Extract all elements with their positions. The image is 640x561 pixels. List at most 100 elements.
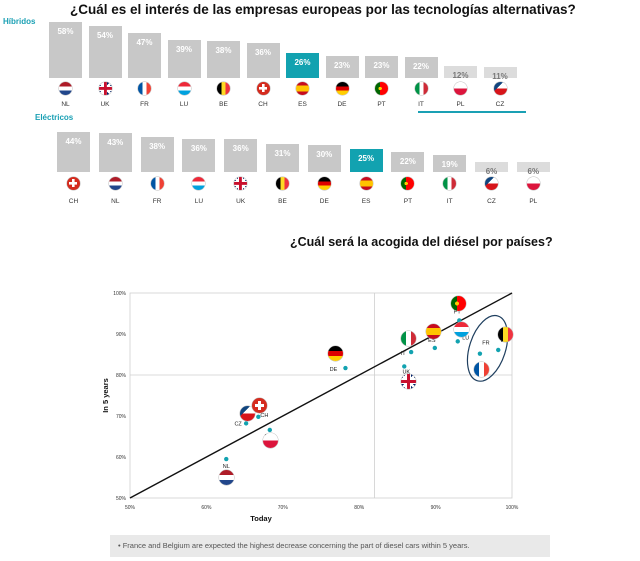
x-axis-label: Today (250, 514, 272, 523)
point-es (432, 345, 438, 351)
hybrid-bar-ch: 36% (246, 43, 280, 78)
flag-pl-icon (454, 82, 467, 95)
point-it (408, 349, 414, 355)
electric-bar-lu: 36% (182, 139, 216, 172)
point-label-nl: NL (223, 464, 230, 470)
hybrid-label-nl: NL (61, 101, 70, 108)
y-axis-label: In 5 years (101, 378, 110, 413)
electric-bar-nl: 43% (98, 132, 132, 172)
flag-pt-icon (375, 82, 388, 95)
flag-uk-icon (400, 373, 416, 389)
electric-label-lu: LU (194, 198, 204, 205)
flag-fr-icon (474, 362, 490, 378)
hybrid-label-es: ES (298, 101, 307, 108)
hybrid-label-it: IT (418, 101, 424, 108)
electric-label-pt: PT (403, 198, 413, 205)
electric-bar-de: 30% (307, 144, 341, 172)
flag-es-icon (426, 324, 442, 340)
x-tick-label: 90% (431, 505, 442, 511)
electric-bar-ch: 44% (57, 131, 90, 172)
top-title: ¿Cuál es el interés de las empresas euro… (70, 2, 576, 17)
point-uk (402, 364, 407, 369)
hybrid-label-de: DE (337, 101, 347, 108)
hybrid-label-be: BE (219, 101, 228, 108)
hybrid-label-cz: CZ (495, 101, 505, 108)
x-tick-label: 60% (201, 505, 212, 511)
point-ch (256, 414, 261, 420)
hybrid-label-pt: PT (377, 101, 386, 108)
electric-bar-pt: 22% (391, 151, 425, 172)
point-nl (224, 456, 229, 462)
flag-it-icon (443, 177, 457, 190)
flag-uk-icon (234, 177, 248, 190)
hybrid-bar-cz: 11% (483, 67, 517, 81)
point-be (496, 347, 501, 353)
flag-cz-icon (493, 82, 507, 95)
hybrid-label-uk: UK (100, 101, 110, 108)
point-fr (477, 351, 483, 356)
flag-pt-icon (401, 177, 415, 190)
hybrid-label-lu: LU (179, 101, 189, 108)
point-cz (243, 421, 249, 426)
flag-de-icon (335, 82, 349, 95)
y-tick-label: 80% (116, 373, 127, 379)
y-tick-label: 70% (116, 414, 127, 420)
hybrid-bar-pt: 23% (365, 55, 398, 78)
point-pl (267, 427, 273, 433)
flag-pl-icon (263, 433, 279, 449)
electric-label-pl: PL (529, 198, 538, 205)
flag-cz-icon (239, 405, 255, 421)
flag-es-icon (296, 82, 309, 95)
y-tick-label: 50% (116, 496, 127, 502)
point-label-cz: CZ (234, 421, 242, 427)
electric-bar-cz: 6% (475, 162, 508, 176)
point-label-ch: CH (260, 413, 268, 419)
flag-lu-icon (192, 177, 206, 190)
flag-fr-icon (138, 82, 151, 95)
fr-be-highlight-ellipse (466, 314, 509, 382)
diagonal-line (129, 292, 513, 499)
hybrid-bar-be: 38% (207, 41, 240, 78)
hybrid-bar-nl: 58% (49, 21, 82, 78)
y-tick-label: 60% (116, 455, 127, 461)
hybrid-bar-lu: 39% (167, 40, 201, 78)
hybrid-bar-de: 23% (325, 55, 359, 78)
flag-ch-icon (67, 177, 80, 190)
point-label-uk: UK (402, 369, 410, 375)
footnote: • France and Belgium are expected the hi… (110, 535, 550, 557)
hybrid-bar-es: 26% (286, 52, 319, 78)
x-tick-label: 80% (354, 505, 365, 511)
flag-de-icon (317, 177, 331, 190)
point-label-it: IT (401, 351, 407, 357)
electric-bar-uk: 36% (224, 139, 258, 172)
electric-label-uk: UK (236, 198, 246, 205)
x-tick-label: 100% (506, 505, 519, 511)
electric-label-ch: CH (68, 198, 79, 205)
point-label-lu: LU (462, 335, 469, 341)
flag-lu-icon (454, 321, 470, 337)
point-de (343, 365, 348, 371)
flag-cz-icon (485, 177, 498, 190)
electric-bar-fr: 38% (140, 137, 174, 172)
flag-uk-icon (98, 82, 112, 95)
flag-nl-icon (108, 177, 122, 190)
flag-pt-icon (450, 295, 466, 311)
flag-it-icon (400, 330, 416, 346)
electric-label-nl: NL (111, 198, 120, 205)
hybrid-low-group-underline (418, 111, 526, 113)
electric-section-label: Eléctricos (35, 113, 74, 122)
flag-be-icon (497, 327, 513, 343)
point-lu (455, 339, 460, 344)
point-label-es: ES (428, 338, 436, 344)
electric-label-it: IT (446, 198, 453, 205)
hybrid-bar-fr: 47% (128, 32, 161, 78)
flag-nl-icon (59, 82, 72, 95)
electric-bar-es: 25% (349, 149, 383, 172)
plot-frame (129, 292, 513, 499)
x-tick-label: 50% (125, 505, 136, 511)
electric-bar-it: 19% (433, 154, 467, 172)
flag-lu-icon (177, 82, 191, 95)
y-tick-label: 90% (116, 332, 127, 338)
hybrid-bar-uk: 54% (88, 25, 122, 78)
flag-it-icon (414, 82, 428, 95)
